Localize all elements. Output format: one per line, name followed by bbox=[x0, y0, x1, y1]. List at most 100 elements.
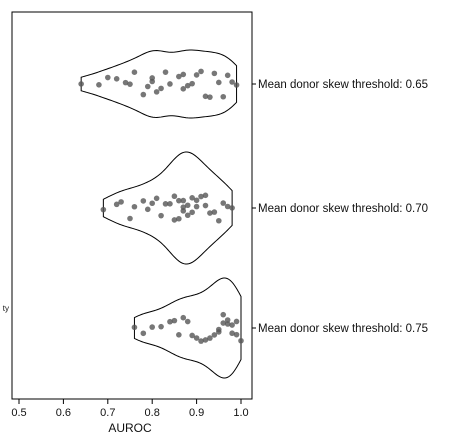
data-point bbox=[184, 318, 191, 325]
data-point bbox=[220, 311, 227, 318]
data-point bbox=[144, 83, 151, 90]
violin-outline bbox=[80, 49, 238, 119]
data-point bbox=[131, 203, 138, 210]
data-point bbox=[216, 217, 222, 224]
data-point bbox=[113, 76, 120, 82]
data-point bbox=[176, 197, 182, 204]
data-point bbox=[140, 198, 147, 204]
x-tick-label: 1.0 bbox=[233, 407, 248, 419]
data-point bbox=[176, 73, 182, 80]
data-point bbox=[211, 209, 218, 215]
data-point bbox=[131, 69, 138, 75]
data-point bbox=[176, 215, 182, 222]
data-point bbox=[122, 79, 129, 86]
category-label: Mean donor skew threshold: 0.70 bbox=[258, 203, 428, 215]
data-point bbox=[180, 314, 187, 321]
data-point bbox=[131, 324, 138, 331]
data-point bbox=[220, 93, 227, 100]
data-point bbox=[229, 330, 235, 337]
data-point bbox=[118, 199, 124, 205]
data-point bbox=[216, 326, 222, 333]
data-point bbox=[171, 217, 178, 223]
data-point bbox=[211, 332, 218, 338]
data-point bbox=[224, 203, 231, 210]
data-point bbox=[189, 195, 195, 201]
data-point bbox=[153, 89, 160, 95]
data-point bbox=[144, 206, 151, 213]
data-point bbox=[193, 197, 200, 204]
x-tick-label: 0.8 bbox=[145, 407, 160, 419]
data-point bbox=[180, 208, 187, 214]
points-layer bbox=[78, 68, 244, 344]
x-axis-label: AUROC bbox=[108, 421, 152, 435]
data-point bbox=[207, 335, 213, 341]
data-point bbox=[162, 69, 169, 75]
data-point bbox=[184, 202, 191, 209]
data-point bbox=[193, 203, 200, 210]
data-point bbox=[96, 82, 102, 88]
data-point bbox=[127, 81, 133, 87]
data-point bbox=[140, 91, 147, 98]
data-point bbox=[158, 85, 164, 92]
data-point bbox=[207, 210, 213, 216]
data-point bbox=[184, 212, 191, 219]
data-point bbox=[233, 318, 240, 325]
data-point bbox=[189, 80, 195, 87]
data-point bbox=[238, 337, 244, 344]
data-point bbox=[105, 74, 111, 81]
data-point bbox=[202, 93, 209, 100]
data-point bbox=[216, 79, 222, 86]
x-tick-label: 0.5 bbox=[11, 407, 26, 419]
data-point bbox=[127, 215, 133, 222]
data-point bbox=[158, 323, 164, 330]
data-point bbox=[153, 195, 160, 202]
data-point bbox=[171, 193, 178, 200]
data-point bbox=[207, 94, 213, 100]
violin-outline bbox=[133, 277, 242, 379]
data-point bbox=[149, 75, 155, 81]
data-point bbox=[224, 72, 231, 79]
data-point bbox=[224, 317, 231, 323]
data-point bbox=[229, 322, 235, 328]
plot-frame bbox=[11, 11, 253, 400]
data-point bbox=[149, 200, 155, 207]
data-point bbox=[113, 201, 120, 208]
category-labels: Mean donor skew threshold: 0.65 Mean dono… bbox=[252, 79, 428, 335]
data-point bbox=[158, 212, 164, 219]
data-point bbox=[167, 318, 173, 325]
data-point bbox=[211, 70, 218, 77]
data-point bbox=[78, 81, 84, 87]
x-tick-label: 0.6 bbox=[56, 407, 71, 419]
data-point bbox=[198, 338, 204, 344]
data-point bbox=[193, 335, 200, 341]
violins-layer bbox=[80, 49, 242, 379]
x-tick-label: 0.9 bbox=[189, 407, 204, 419]
data-point bbox=[233, 82, 240, 88]
data-point bbox=[229, 79, 235, 85]
x-axis: 0.5 0.6 0.7 0.8 0.9 1.0 bbox=[11, 399, 249, 419]
data-point bbox=[171, 317, 178, 324]
data-point bbox=[198, 193, 204, 200]
data-point bbox=[149, 324, 155, 330]
data-point bbox=[162, 201, 169, 207]
data-point bbox=[229, 205, 235, 211]
data-point bbox=[193, 72, 200, 78]
data-point bbox=[180, 71, 187, 78]
data-point bbox=[198, 68, 204, 75]
x-tick-label: 0.7 bbox=[100, 407, 115, 419]
data-point bbox=[184, 82, 191, 89]
data-point bbox=[180, 197, 187, 204]
data-point bbox=[233, 331, 240, 338]
data-point bbox=[176, 332, 182, 338]
data-point bbox=[202, 202, 209, 209]
data-point bbox=[180, 86, 187, 92]
y-axis-label: ty bbox=[3, 304, 9, 313]
data-point bbox=[202, 192, 209, 199]
data-point bbox=[189, 209, 195, 216]
data-point bbox=[100, 206, 107, 213]
data-point bbox=[220, 200, 227, 206]
category-label: Mean donor skew threshold: 0.75 bbox=[258, 323, 428, 335]
violin-outline bbox=[102, 151, 233, 265]
data-point bbox=[202, 337, 209, 343]
